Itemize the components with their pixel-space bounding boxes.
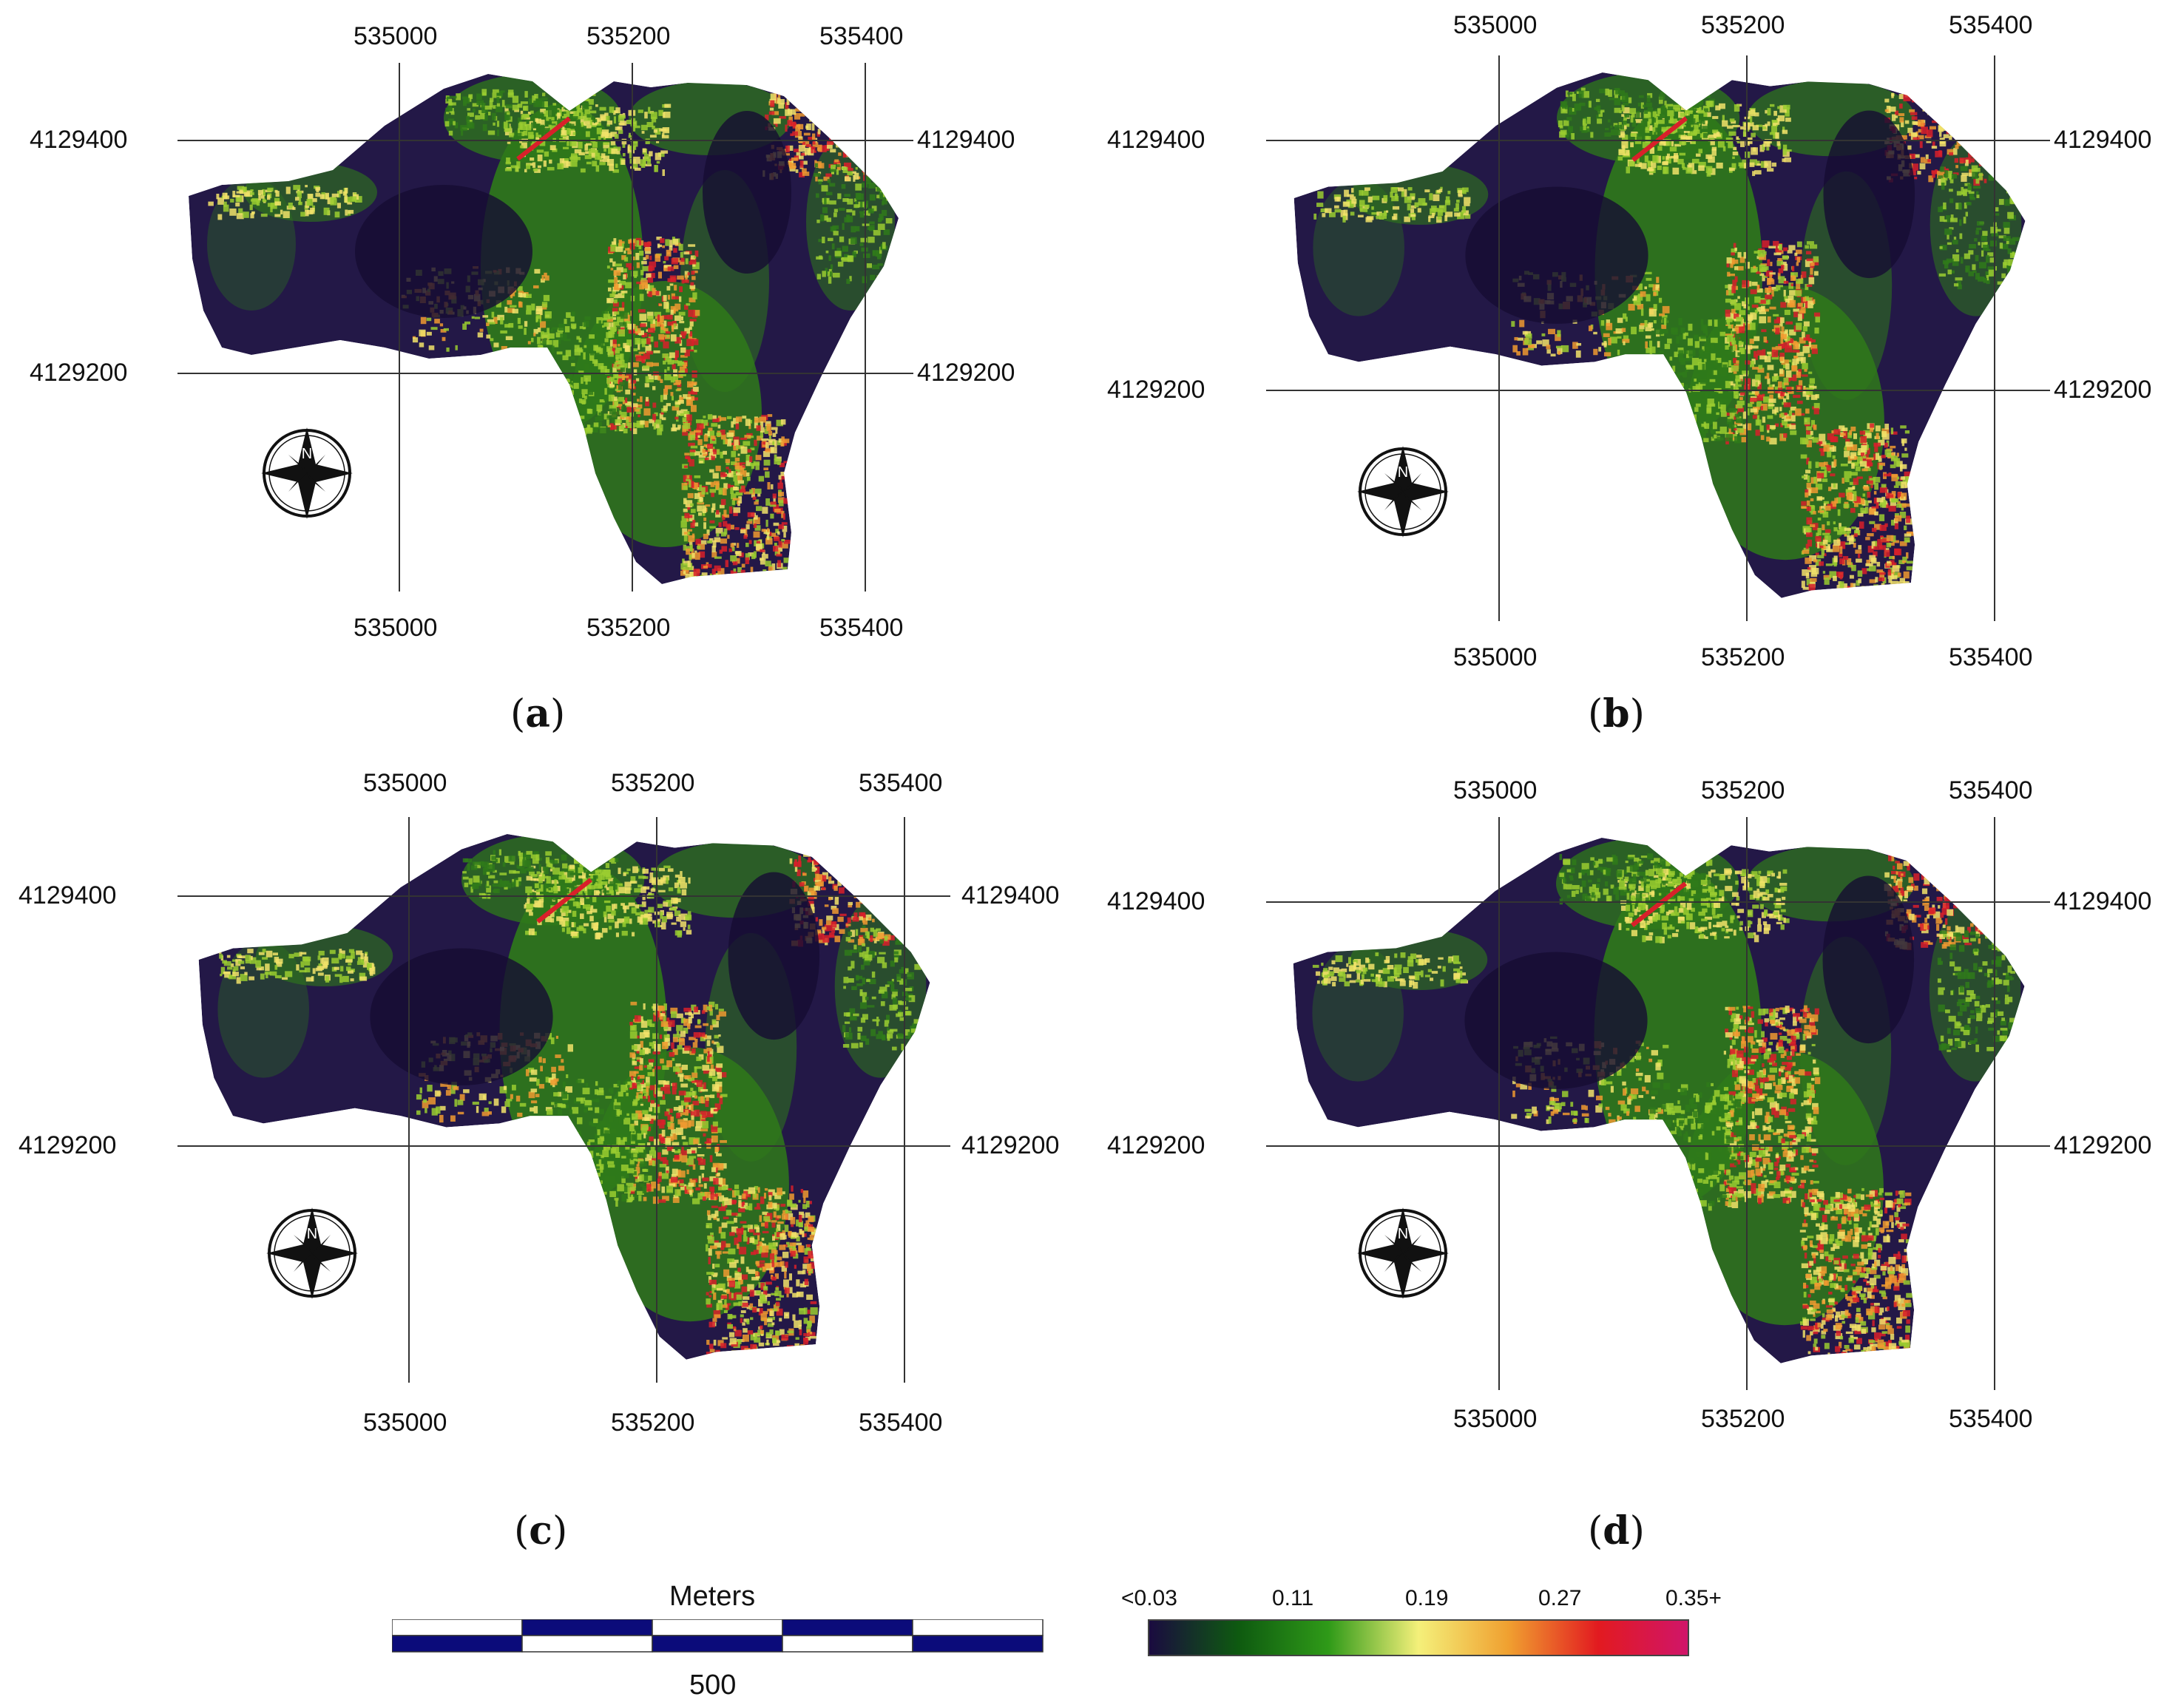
easting-label-top: 535200: [611, 769, 695, 797]
northing-label-left: 4129200: [18, 1131, 117, 1159]
north-arrow-compass-icon: N: [266, 1207, 358, 1299]
easting-label-top: 535000: [1453, 776, 1538, 804]
map-canvas: N: [1266, 55, 2050, 621]
northing-label-right: 4129200: [961, 1131, 1060, 1159]
easting-label-bottom: 535200: [1701, 1405, 1785, 1433]
easting-label-top: 535400: [859, 769, 943, 797]
easting-label-top: 535200: [1701, 11, 1785, 39]
legend-label-4: 0.35+: [1665, 1586, 1722, 1610]
panel-caption: (b): [1588, 691, 1645, 736]
map-canvas: N: [177, 817, 950, 1383]
northing-label-right: 4129400: [2054, 887, 2152, 915]
easting-label-top: 535200: [586, 22, 671, 50]
compass-north-label: N: [1398, 1226, 1408, 1242]
legend-label-0: <0.03: [1121, 1586, 1177, 1610]
scale-bar-value: 500: [689, 1670, 737, 1701]
northing-label-right: 4129200: [2054, 1131, 2152, 1159]
easting-label-top: 535200: [1701, 776, 1785, 804]
northing-label-left: 4129400: [1107, 887, 1205, 915]
panel-caption: (a): [510, 691, 566, 736]
index-raster: [189, 74, 899, 584]
map-panel-a: N 535000 535000 535200 535200 535400 535400 412…: [0, 0, 1089, 769]
legend-color-ramp: [1148, 1619, 1689, 1656]
north-arrow-compass-icon: N: [261, 427, 353, 519]
north-arrow-compass-icon: N: [1357, 446, 1449, 538]
easting-label-bottom: 535000: [1453, 643, 1538, 671]
easting-label-bottom: 535400: [1949, 1405, 2033, 1433]
map-grid: [1266, 817, 2050, 1390]
panel-letter: a: [525, 691, 550, 736]
northing-label-right: 4129200: [2054, 376, 2152, 404]
map-panel-c: N 535000 535000 535200 535200 535400 535400 412…: [0, 769, 1089, 1568]
map-panel-b: N 535000 535000 535200 535200 535400 535400 412…: [1089, 0, 2178, 769]
index-raster: [1293, 838, 2025, 1363]
northing-label-left: 4129400: [1107, 126, 1205, 154]
easting-label-top: 535000: [1453, 11, 1538, 39]
northing-label-left: 4129400: [30, 126, 128, 154]
easting-label-top: 535000: [354, 22, 438, 50]
index-raster: [198, 834, 930, 1360]
easting-label-top: 535400: [1949, 776, 2033, 804]
northing-label-left: 4129200: [1107, 376, 1205, 404]
legend-label-2: 0.19: [1405, 1586, 1449, 1610]
easting-label-bottom: 535000: [354, 614, 438, 642]
easting-label-top: 535400: [819, 22, 904, 50]
northing-label-right: 4129200: [917, 359, 1015, 387]
compass-north-label: N: [307, 1226, 317, 1242]
easting-label-bottom: 535200: [1701, 643, 1785, 671]
northing-label-left: 4129400: [18, 881, 117, 909]
legend-label-1: 0.11: [1272, 1586, 1314, 1610]
easting-label-bottom: 535000: [363, 1409, 447, 1437]
easting-label-bottom: 535400: [1949, 643, 2033, 671]
north-arrow-compass-icon: N: [1357, 1207, 1449, 1299]
easting-label-bottom: 535200: [586, 614, 671, 642]
northing-label-left: 4129200: [1107, 1131, 1205, 1159]
northing-label-right: 4129400: [2054, 126, 2152, 154]
northing-label-right: 4129400: [961, 881, 1060, 909]
map-grid: [1266, 55, 2050, 621]
easting-label-bottom: 535400: [859, 1409, 943, 1437]
map-canvas: N: [177, 63, 913, 592]
panel-letter: b: [1603, 691, 1630, 736]
easting-label-bottom: 535400: [819, 614, 904, 642]
panel-letter: d: [1603, 1508, 1630, 1553]
map-grid: [177, 63, 913, 592]
map-panel-d: N 535000 535000 535200 535200 535400 535400 412…: [1089, 769, 2178, 1568]
easting-label-top: 535400: [1949, 11, 2033, 39]
legend-label-3: 0.27: [1538, 1586, 1582, 1610]
map-grid: [177, 817, 950, 1383]
map-canvas: N: [1266, 817, 2050, 1390]
easting-label-bottom: 535200: [611, 1409, 695, 1437]
panel-caption: (d): [1588, 1508, 1645, 1553]
easting-label-top: 535000: [363, 769, 447, 797]
northing-label-right: 4129400: [917, 126, 1015, 154]
northing-label-left: 4129200: [30, 359, 128, 387]
easting-label-bottom: 535000: [1453, 1405, 1538, 1433]
scale-bar-title: Meters: [669, 1581, 756, 1612]
scale-bar-graphic: [392, 1619, 1044, 1653]
compass-north-label: N: [302, 446, 312, 462]
panel-caption: (c): [514, 1508, 568, 1553]
compass-north-label: N: [1398, 464, 1408, 481]
panel-letter: c: [529, 1508, 552, 1553]
